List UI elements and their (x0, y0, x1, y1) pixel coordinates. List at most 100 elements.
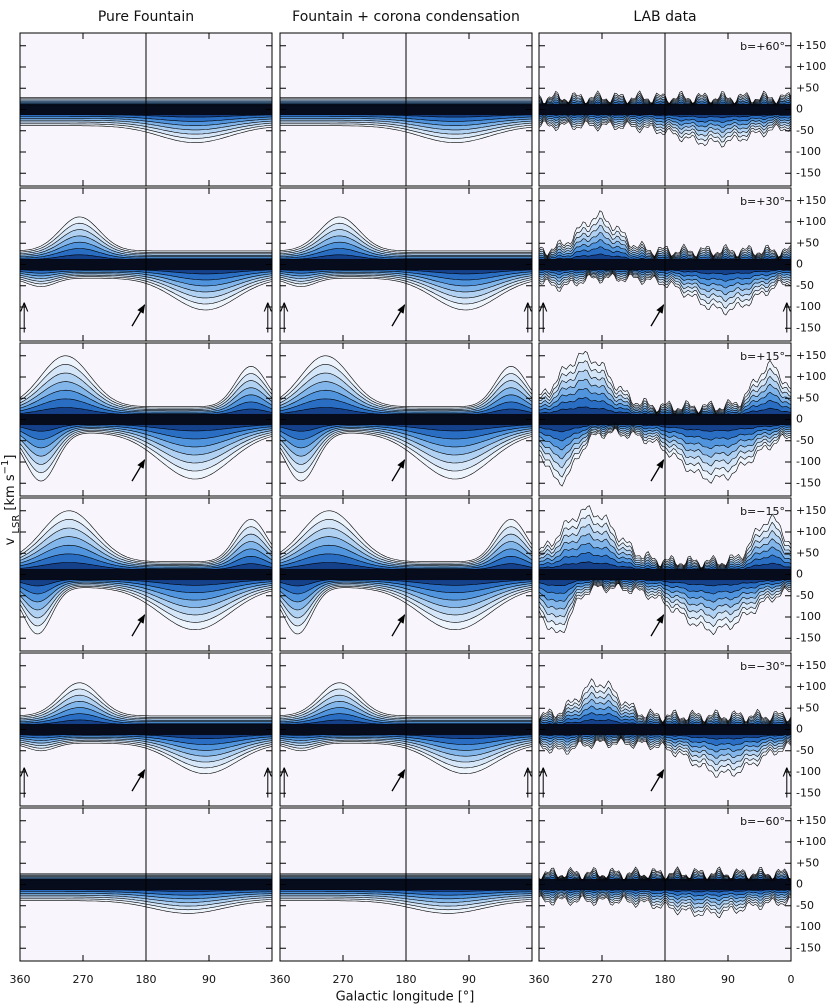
y-tick-label: -150 (796, 941, 821, 954)
panel-frame (19, 652, 273, 807)
row-label: b=+30° (740, 195, 785, 208)
panel-frame (279, 652, 533, 807)
y-tick-label: 0 (796, 258, 803, 271)
y-tick-label: -50 (796, 279, 814, 292)
panel-frame (538, 807, 792, 962)
panel-frame (279, 342, 533, 497)
panel-frame (19, 187, 273, 342)
arrow (131, 459, 146, 482)
x-tick-label: 90 (721, 973, 735, 986)
y-tick-label: 0 (796, 413, 803, 426)
y-tick-label: 0 (796, 103, 803, 116)
y-tick-label: +100 (796, 370, 826, 383)
y-tick-label: +50 (796, 856, 819, 869)
y-axis-label: v LSR [km s−1] (0, 455, 22, 546)
y-tick-label: -50 (796, 124, 814, 137)
y-label-subscript: LSR (11, 515, 22, 534)
y-tick-label: -100 (796, 610, 821, 623)
arrow (391, 769, 406, 792)
y-tick-label: -50 (796, 434, 814, 447)
column-title: LAB data (633, 9, 696, 25)
panel-frame (279, 187, 533, 342)
arrow (391, 304, 406, 327)
y-tick-label: 0 (796, 568, 803, 581)
y-tick-label: +150 (796, 39, 826, 52)
panel-frame (538, 342, 792, 497)
y-tick-label: +150 (796, 814, 826, 827)
arrow (650, 614, 665, 637)
y-tick-label: +150 (796, 504, 826, 517)
y-label-unit: [km s (3, 474, 18, 510)
y-tick-label: -100 (796, 765, 821, 778)
row-label: b=+15° (740, 350, 785, 363)
panel-frame (538, 187, 792, 342)
arrow (650, 459, 665, 482)
y-label-close: ] (3, 455, 18, 460)
arrow (131, 769, 146, 792)
y-tick-label: -150 (796, 631, 821, 644)
x-tick-label: 180 (396, 973, 417, 986)
y-tick-label: +50 (796, 701, 819, 714)
y-tick-label: +150 (796, 194, 826, 207)
x-tick-label: 180 (136, 973, 157, 986)
panel-frame (538, 497, 792, 652)
y-tick-label: +100 (796, 215, 826, 228)
y-tick-label: -50 (796, 899, 814, 912)
y-tick-label: +100 (796, 680, 826, 693)
arrow (391, 459, 406, 482)
y-tick-label: -150 (796, 166, 821, 179)
panel-frame (19, 807, 273, 962)
arrow (650, 304, 665, 327)
x-tick-label: 270 (333, 973, 354, 986)
row-label: b=+60° (740, 40, 785, 53)
y-tick-label: +100 (796, 60, 826, 73)
y-tick-label: +100 (796, 525, 826, 538)
arrow (650, 769, 665, 792)
y-tick-label: -100 (796, 300, 821, 313)
panel-frame (19, 497, 273, 652)
panel-frame (279, 497, 533, 652)
row-label: b=−60° (740, 815, 785, 828)
y-label-exponent: −1 (0, 460, 11, 475)
y-tick-label: -150 (796, 786, 821, 799)
y-tick-label: -100 (796, 455, 821, 468)
y-tick-label: 0 (796, 878, 803, 891)
x-tick-label: 360 (529, 973, 550, 986)
x-tick-label: 270 (73, 973, 94, 986)
y-tick-label: +50 (796, 546, 819, 559)
y-tick-label: -100 (796, 920, 821, 933)
row-label: b=−15° (740, 505, 785, 518)
y-tick-label: -150 (796, 476, 821, 489)
arrow (131, 614, 146, 637)
panel-frame (19, 342, 273, 497)
y-tick-label: +50 (796, 81, 819, 94)
panel-frame (19, 32, 273, 187)
y-label-symbol: v (3, 537, 18, 545)
y-tick-label: +150 (796, 349, 826, 362)
x-tick-label: 0 (788, 973, 795, 986)
panel-frame (279, 807, 533, 962)
y-tick-label: +50 (796, 236, 819, 249)
panel-frame (538, 32, 792, 187)
row-label: b=−30° (740, 660, 785, 673)
x-tick-label: 360 (10, 973, 31, 986)
x-tick-label: 90 (462, 973, 476, 986)
x-tick-label: 270 (592, 973, 613, 986)
panel-frame (279, 32, 533, 187)
x-tick-label: 360 (270, 973, 291, 986)
column-title: Fountain + corona condensation (292, 9, 520, 25)
arrow (131, 304, 146, 327)
y-tick-label: -150 (796, 321, 821, 334)
x-tick-label: 180 (655, 973, 676, 986)
y-tick-label: +150 (796, 659, 826, 672)
y-tick-label: 0 (796, 723, 803, 736)
y-tick-label: -50 (796, 744, 814, 757)
x-tick-label: 90 (202, 973, 216, 986)
x-axis-label: Galactic longitude [°] (336, 990, 475, 1005)
y-tick-label: +50 (796, 391, 819, 404)
y-tick-label: -50 (796, 589, 814, 602)
y-tick-label: +100 (796, 835, 826, 848)
panel-frame (538, 652, 792, 807)
y-tick-label: -100 (796, 145, 821, 158)
